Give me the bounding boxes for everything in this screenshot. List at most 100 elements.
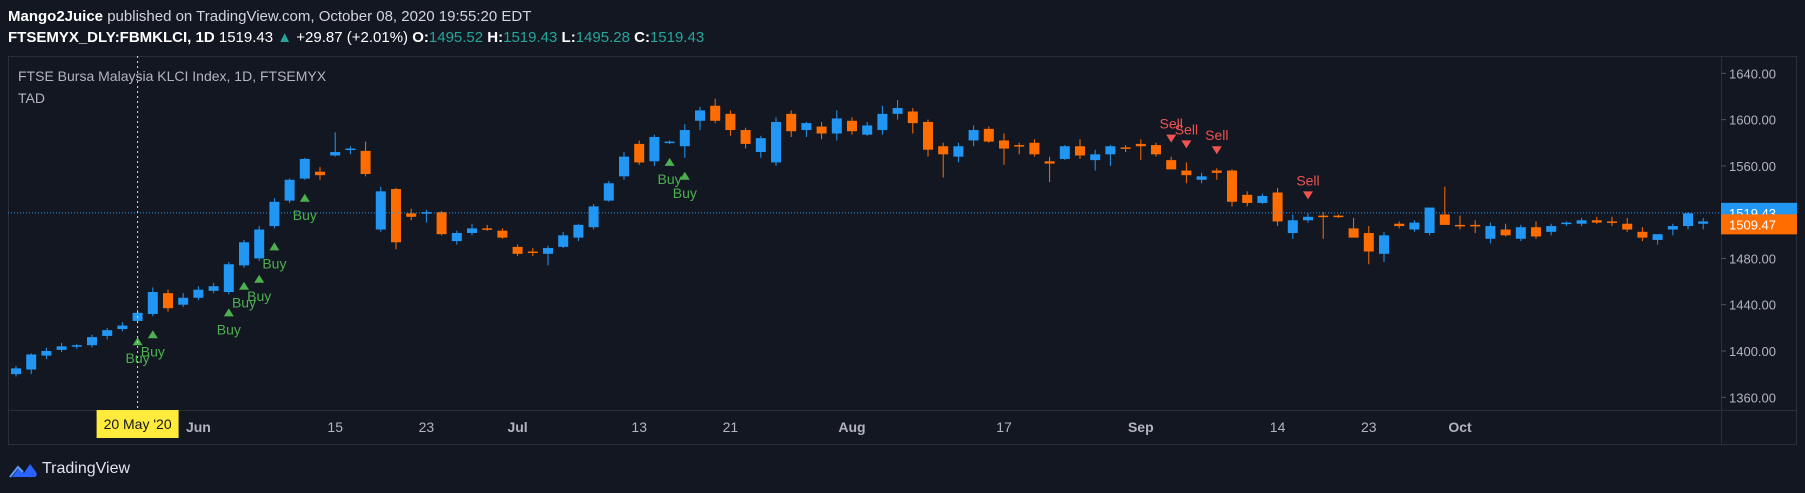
last-price: 1519.43 (218, 29, 274, 46)
tradingview-brand: TradingView (42, 460, 131, 477)
buy-arrow-icon (269, 242, 280, 251)
high-value: 1519.43 (503, 29, 558, 46)
candle-body (406, 213, 417, 217)
candle-body (330, 152, 341, 156)
change-arrow-icon: ▲ (277, 29, 293, 46)
candle-body (467, 228, 477, 233)
candle-body (1181, 170, 1192, 176)
x-tick-label: Aug (838, 419, 865, 435)
buy-signal-label: Buy (232, 295, 256, 311)
candle-body (1546, 226, 1557, 232)
candle-body (1622, 223, 1633, 230)
time-axis[interactable]: Jun 15 23 Jul 13 21 Aug 17 Sep 14 23 Oct (186, 419, 1472, 435)
author-name[interactable]: Mango2Juice (8, 8, 104, 25)
y-tick-label: 1480.00 (1729, 251, 1776, 266)
open-label: O: (412, 29, 429, 46)
candle-body (1576, 220, 1587, 224)
buy-signal-label: Buy (217, 321, 241, 337)
candle-body (1424, 207, 1435, 233)
candle-body (983, 128, 994, 142)
candle-body (953, 146, 964, 157)
candle-body (862, 125, 873, 135)
buy-signal-label: Buy (658, 171, 682, 187)
low-label: L: (561, 29, 576, 46)
candle-body (877, 113, 888, 131)
y-tick-label: 1360.00 (1729, 390, 1776, 405)
x-tick-label: 14 (1270, 419, 1286, 435)
candle-body (11, 368, 21, 375)
candle-body (1561, 222, 1572, 225)
candle-body (1348, 228, 1359, 238)
candle-body (482, 228, 493, 230)
candle-body (1029, 142, 1040, 155)
x-tick-label: Sep (1128, 419, 1154, 435)
x-tick-label: Oct (1448, 419, 1472, 435)
price-change: +29.87 (+2.01%) (296, 29, 409, 46)
price-label-bg (1721, 214, 1797, 235)
candle-body (801, 123, 812, 131)
candle-body (497, 230, 508, 238)
sell-signal-label: Sell (1205, 127, 1228, 143)
candle-body (178, 297, 189, 305)
open-value: 1495.52 (428, 29, 484, 46)
candle-body (527, 251, 538, 254)
candle-body (1409, 222, 1420, 230)
candles (11, 98, 1709, 377)
buy-arrow-icon (223, 308, 234, 317)
candle-body (786, 113, 797, 132)
candle-body (1044, 161, 1055, 164)
candle-body (117, 325, 128, 330)
publish-info: Mango2Juice published on TradingView.com… (8, 8, 531, 25)
tradingview-cloud-icon (9, 464, 37, 478)
buy-arrow-icon (664, 157, 675, 166)
x-tick-label: 23 (1361, 419, 1377, 435)
crosshair-date-bg (96, 410, 179, 438)
candle-body (71, 345, 82, 347)
candle-body (1455, 224, 1465, 227)
candle-body (345, 148, 356, 151)
candle-body (1394, 223, 1405, 227)
candle-body (923, 121, 933, 150)
candle-body (634, 143, 645, 163)
sell-signal-label: Sell (1160, 116, 1183, 132)
candle-body (315, 171, 325, 176)
buy-signal-label: Buy (247, 288, 271, 304)
candle-body (193, 289, 204, 298)
candle-body (1318, 215, 1329, 218)
indicator-name[interactable]: TAD (18, 90, 45, 106)
candle-body (1090, 154, 1101, 161)
candle-body (1166, 160, 1177, 170)
candle-body (1014, 145, 1025, 147)
candle-body (1242, 194, 1253, 203)
candle-body (360, 150, 371, 174)
buy-arrow-icon (299, 193, 310, 202)
candle-body (558, 235, 569, 247)
candle-body (1637, 231, 1648, 238)
tradingview-logo[interactable]: TradingView (8, 459, 130, 479)
x-tick-label: 23 (419, 419, 435, 435)
candle-body (1105, 146, 1116, 155)
candle-body (1272, 192, 1283, 222)
candle-body (223, 264, 234, 292)
buy-signal-label: Buy (126, 350, 150, 366)
candle-body (649, 136, 660, 162)
candle-body (208, 286, 219, 291)
x-tick-label: 15 (327, 419, 343, 435)
candle-body (1531, 227, 1541, 237)
candle-body (375, 191, 386, 230)
x-tick-label: 21 (723, 419, 739, 435)
symbol-name: FTSEMYX_DLY:FBMKLCI, 1D (8, 29, 215, 46)
candle-body (573, 224, 584, 238)
candle-body (892, 108, 903, 114)
candle-body (619, 156, 629, 177)
candle-body (1591, 220, 1602, 223)
buy-arrow-icon (147, 330, 158, 339)
sell-arrow-icon (1166, 134, 1177, 143)
y-tick-label: 1400.00 (1729, 344, 1776, 359)
buy-arrow-icon (239, 281, 249, 290)
candle-body (1363, 233, 1374, 252)
candle-body (147, 292, 158, 314)
price-axis[interactable]: 1640.001600.001560.001520.001480.001440.… (1721, 66, 1797, 405)
